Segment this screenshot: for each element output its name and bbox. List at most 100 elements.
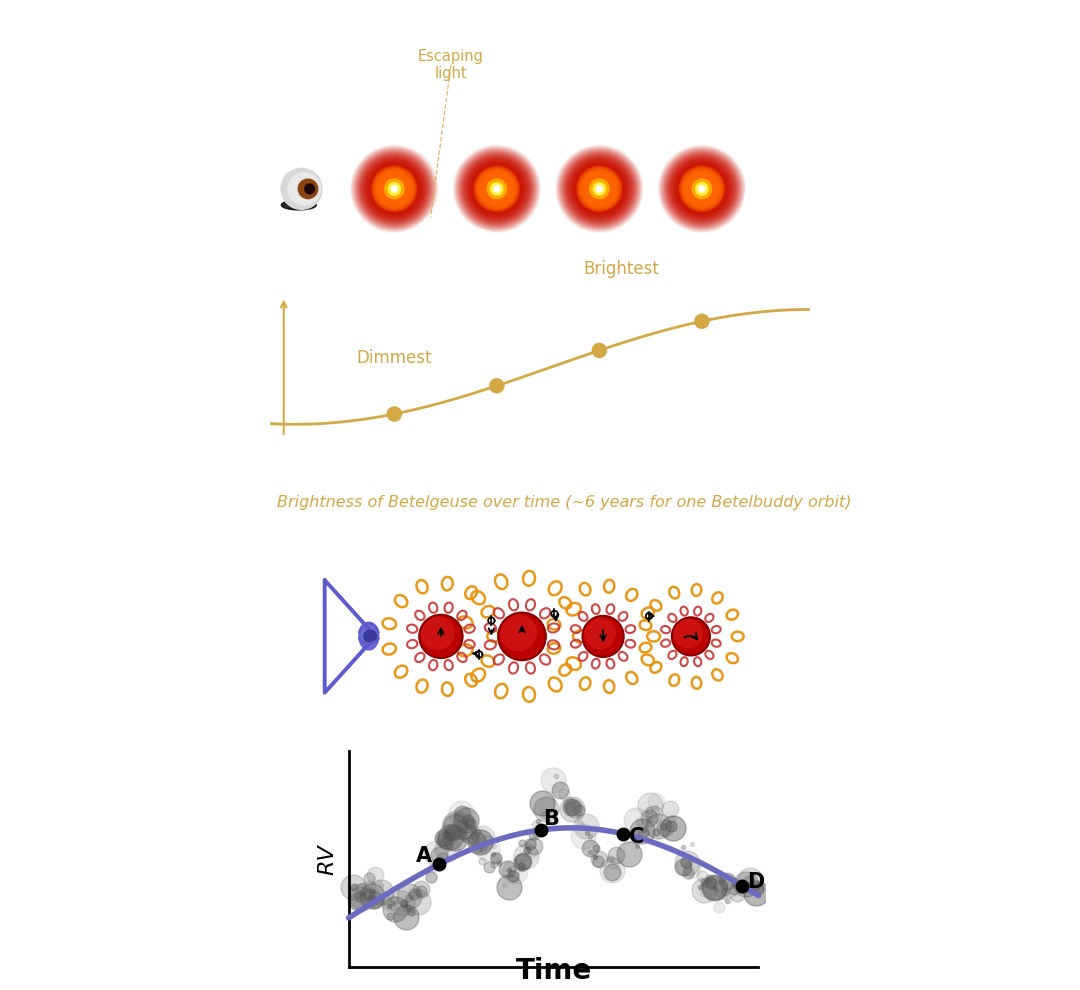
Circle shape [490, 379, 504, 393]
Circle shape [666, 153, 737, 224]
Circle shape [460, 151, 534, 226]
Circle shape [683, 169, 721, 208]
Circle shape [463, 155, 530, 223]
Circle shape [568, 157, 631, 221]
Circle shape [464, 156, 529, 221]
Circle shape [676, 163, 727, 214]
Circle shape [588, 177, 611, 201]
Circle shape [484, 175, 510, 202]
Circle shape [580, 169, 619, 208]
Circle shape [459, 151, 535, 227]
Circle shape [373, 167, 416, 211]
Text: Our vantage
point: Our vantage point [254, 94, 346, 127]
Circle shape [461, 152, 532, 225]
Circle shape [374, 168, 415, 210]
Circle shape [567, 156, 632, 221]
Circle shape [367, 161, 421, 216]
Circle shape [564, 153, 635, 225]
Circle shape [667, 154, 737, 224]
Circle shape [364, 630, 377, 643]
Circle shape [676, 163, 728, 215]
Circle shape [382, 176, 407, 201]
Text: RV: RV [318, 844, 337, 875]
Circle shape [689, 175, 715, 202]
Circle shape [481, 172, 514, 206]
Circle shape [368, 163, 420, 215]
Circle shape [566, 155, 633, 223]
Circle shape [456, 148, 538, 230]
Circle shape [478, 170, 515, 207]
Circle shape [680, 167, 724, 211]
Circle shape [353, 148, 435, 230]
Circle shape [573, 163, 625, 215]
Circle shape [581, 170, 618, 208]
Circle shape [356, 151, 432, 227]
Circle shape [485, 177, 509, 201]
Circle shape [362, 156, 427, 221]
Circle shape [685, 171, 719, 206]
Circle shape [468, 160, 526, 218]
Circle shape [366, 160, 422, 217]
Circle shape [459, 150, 535, 227]
Circle shape [585, 175, 613, 203]
Circle shape [571, 161, 627, 217]
Circle shape [583, 173, 616, 205]
Circle shape [686, 173, 718, 205]
Circle shape [363, 157, 426, 221]
Text: D: D [747, 872, 765, 892]
Circle shape [572, 161, 626, 216]
Circle shape [354, 149, 434, 229]
Circle shape [477, 169, 516, 208]
Circle shape [383, 178, 405, 199]
Text: A: A [416, 846, 432, 866]
Circle shape [572, 162, 626, 216]
Circle shape [357, 151, 431, 226]
Circle shape [490, 182, 503, 195]
Circle shape [476, 168, 517, 209]
Circle shape [671, 157, 733, 220]
Circle shape [464, 156, 529, 222]
Circle shape [670, 156, 733, 221]
Circle shape [376, 170, 413, 207]
Circle shape [692, 179, 712, 199]
Circle shape [463, 154, 531, 223]
Circle shape [567, 156, 632, 222]
Circle shape [679, 166, 725, 212]
Circle shape [458, 149, 536, 228]
Circle shape [674, 161, 730, 217]
Circle shape [559, 148, 639, 229]
Circle shape [384, 179, 404, 199]
Circle shape [380, 175, 408, 203]
Circle shape [376, 170, 414, 208]
Circle shape [662, 148, 742, 229]
Circle shape [571, 160, 627, 217]
Circle shape [388, 182, 401, 195]
Circle shape [483, 175, 511, 203]
Circle shape [498, 613, 545, 660]
Circle shape [370, 164, 419, 213]
Circle shape [356, 150, 432, 227]
Circle shape [460, 152, 534, 226]
Circle shape [696, 182, 708, 195]
Circle shape [369, 163, 420, 214]
Circle shape [579, 168, 620, 210]
Circle shape [353, 148, 435, 230]
Circle shape [500, 615, 537, 650]
Ellipse shape [281, 200, 316, 210]
Circle shape [372, 166, 417, 212]
Circle shape [561, 149, 638, 228]
Circle shape [421, 617, 454, 649]
Circle shape [563, 151, 636, 226]
Circle shape [691, 178, 713, 200]
Circle shape [469, 160, 525, 217]
Circle shape [568, 157, 631, 220]
Circle shape [579, 168, 620, 209]
Circle shape [478, 170, 515, 208]
Circle shape [672, 158, 732, 220]
Circle shape [666, 153, 738, 225]
Circle shape [455, 148, 539, 231]
Circle shape [596, 186, 603, 192]
Circle shape [582, 616, 623, 657]
Circle shape [487, 179, 507, 199]
Circle shape [367, 162, 421, 216]
